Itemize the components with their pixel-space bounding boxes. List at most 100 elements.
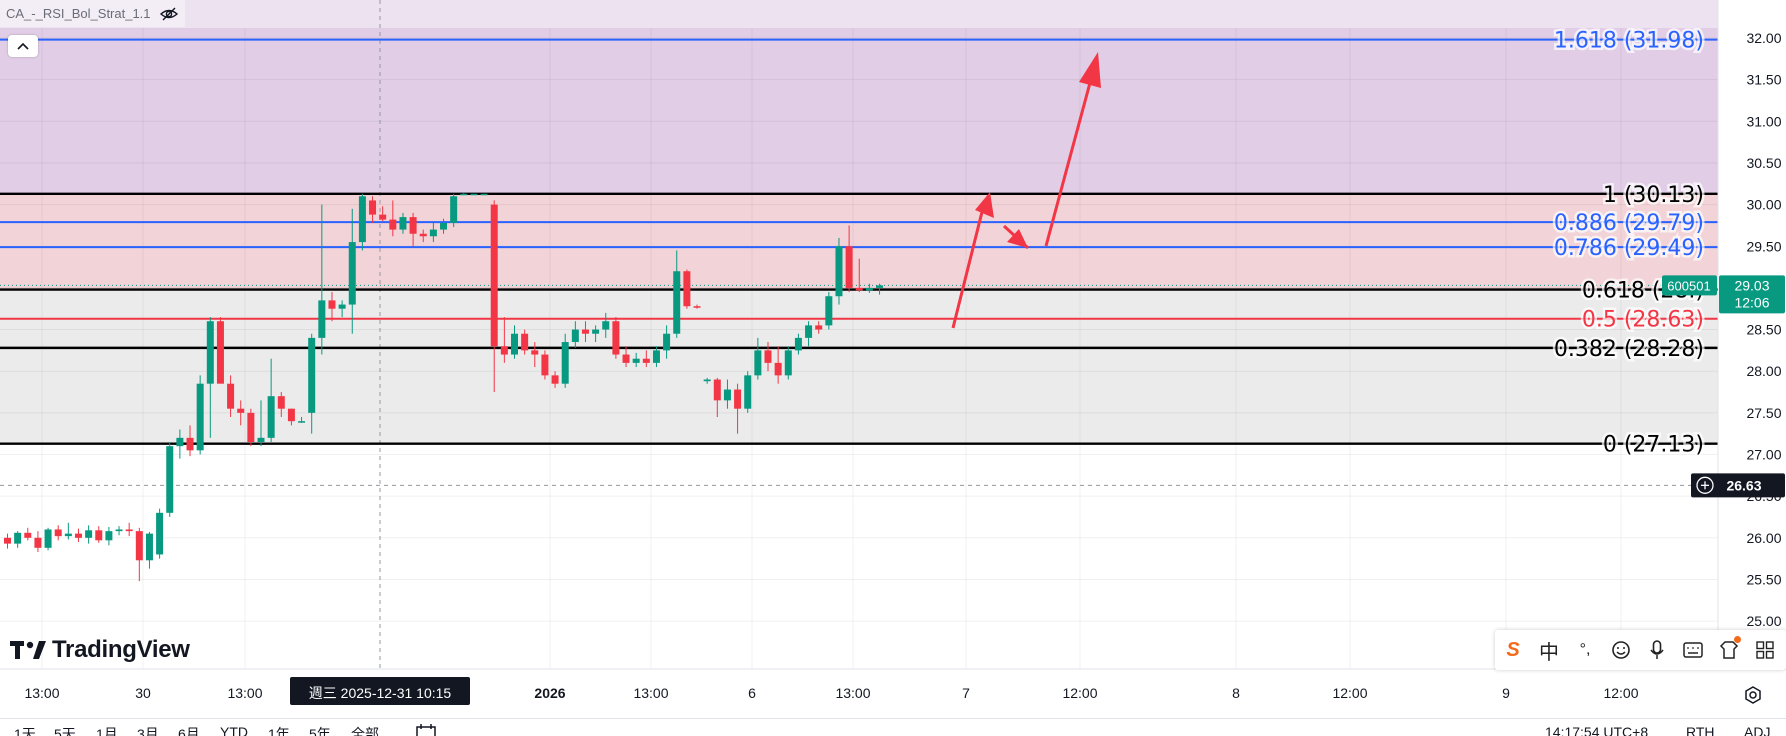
date-range-calendar-icon[interactable] <box>416 724 436 736</box>
time-axis-tick: 6 <box>748 685 756 701</box>
candle-body <box>145 533 153 561</box>
candle-body <box>95 530 103 541</box>
range-1m-button[interactable]: 1月 <box>96 726 118 736</box>
candle-body <box>581 329 589 334</box>
projection-arrow-up-1 <box>951 199 987 329</box>
candle-body <box>54 529 62 537</box>
candle-body <box>612 321 620 355</box>
header-zone <box>0 0 1718 28</box>
arrowhead-3 <box>1079 52 1101 88</box>
time-axis-tick: 13:00 <box>633 685 668 701</box>
time-axis-tick: 12:00 <box>1603 685 1638 701</box>
candle-body <box>460 193 468 196</box>
candle-body <box>24 532 32 538</box>
skin-icon[interactable] <box>1711 630 1747 670</box>
candle-body <box>429 229 437 237</box>
crosshair-price-value: 26.63 <box>1726 477 1761 493</box>
punctuation-icon[interactable]: °, <box>1579 641 1591 658</box>
candle-body <box>825 296 833 326</box>
candle-body <box>247 412 255 443</box>
fib-label-halo: 1 (30.13) <box>1603 183 1704 208</box>
candle-body <box>703 379 711 382</box>
arrowhead-2 <box>1007 229 1028 248</box>
fib-zone-lower <box>0 289 1718 444</box>
crosshair-price-badge <box>1691 473 1785 498</box>
candle-body <box>663 333 671 351</box>
session-toggle[interactable]: RTH <box>1686 724 1715 736</box>
candle-body <box>257 437 265 443</box>
fib-label-halo: 0.382 (28.28) <box>1554 337 1704 362</box>
price-axis-tick: 32.00 <box>1746 30 1781 46</box>
candle-body <box>34 537 42 548</box>
ime-toolbar: S 中 °, <box>1495 630 1786 670</box>
emoji-icon[interactable] <box>1603 630 1639 670</box>
chinese-mode-icon[interactable]: 中 <box>1539 641 1559 664</box>
price-axis-tick: 25.50 <box>1746 571 1781 587</box>
candle-body <box>85 530 93 538</box>
collapse-legend-button[interactable] <box>8 35 38 57</box>
range-all-button[interactable]: 全部 <box>351 726 379 736</box>
last-price-countdown: 12:06 <box>1734 294 1769 310</box>
candle-body <box>855 287 863 291</box>
candle-body <box>298 421 306 423</box>
candle-body <box>652 350 660 363</box>
candle-body <box>287 408 295 422</box>
brand-name: TradingView <box>52 636 190 663</box>
candle-body <box>865 287 873 291</box>
candle-body <box>794 337 802 351</box>
price-axis-tick: 28.00 <box>1746 363 1781 379</box>
utc-clock[interactable]: 14:17:54 UTC+8 <box>1545 724 1649 736</box>
candle-body <box>186 437 194 451</box>
candle-body <box>338 304 346 309</box>
apps-grid-icon[interactable] <box>1747 630 1783 670</box>
adjust-toggle[interactable]: ADJ <box>1744 724 1771 736</box>
chart-settings-button[interactable] <box>1740 682 1766 708</box>
eye-hidden-icon[interactable] <box>159 6 179 22</box>
last-price-value: 29.03 <box>1734 277 1769 293</box>
candle-body <box>237 408 245 413</box>
fib-level-label: 0.5 (28.63) <box>1582 308 1704 333</box>
candle-body <box>64 533 72 537</box>
range-6m-button[interactable]: 6月 <box>178 726 200 736</box>
candle-body <box>835 246 843 297</box>
microphone-icon[interactable] <box>1639 630 1675 670</box>
tradingview-logo[interactable]: TradingView <box>10 636 190 664</box>
candle-body <box>409 217 417 234</box>
fib-level-label: 0.886 (29.79) <box>1554 211 1704 236</box>
candle-body <box>216 321 224 384</box>
candle-body <box>389 219 397 230</box>
candle-body <box>348 242 356 305</box>
candle-body <box>480 193 488 196</box>
candle-body <box>308 337 316 413</box>
keyboard-icon[interactable] <box>1675 630 1711 670</box>
candle-body <box>876 285 884 288</box>
time-axis-tick: 9 <box>1502 685 1510 701</box>
strategy-name[interactable]: CA_-_RSI_Bol_Strat_1.1 <box>6 6 151 21</box>
candle-body <box>592 329 600 334</box>
time-axis-tick: 13:00 <box>24 685 59 701</box>
candle-body <box>135 531 143 561</box>
range-1y-button[interactable]: 1年 <box>268 726 290 736</box>
range-ytd-button[interactable]: YTD <box>220 724 248 736</box>
price-axis-tick: 30.00 <box>1746 197 1781 213</box>
sogou-logo-icon[interactable]: S <box>1506 638 1520 661</box>
candle-body <box>500 346 508 355</box>
symbol-badge <box>1662 275 1717 296</box>
candle-body <box>683 271 691 307</box>
fib-label-halo: 1.618 (31.98) <box>1554 29 1704 54</box>
time-axis <box>0 669 1786 718</box>
candle-body <box>632 358 640 363</box>
candle-body <box>399 217 407 230</box>
range-5y-button[interactable]: 5年 <box>309 726 331 736</box>
add-alert-icon <box>1696 476 1714 494</box>
fib-level-label: 0 (27.13) <box>1603 433 1704 458</box>
candle-body <box>115 529 123 532</box>
candle-body <box>622 354 630 363</box>
fib-level-label: 0.786 (29.49) <box>1554 236 1704 261</box>
range-1d-button[interactable]: 1天 <box>14 726 36 736</box>
crosshair-time-value: 週三 2025-12-31 10:15 <box>309 685 452 701</box>
range-5d-button[interactable]: 5天 <box>54 726 76 736</box>
candle-body <box>379 214 387 220</box>
range-3m-button[interactable]: 3月 <box>137 726 159 736</box>
